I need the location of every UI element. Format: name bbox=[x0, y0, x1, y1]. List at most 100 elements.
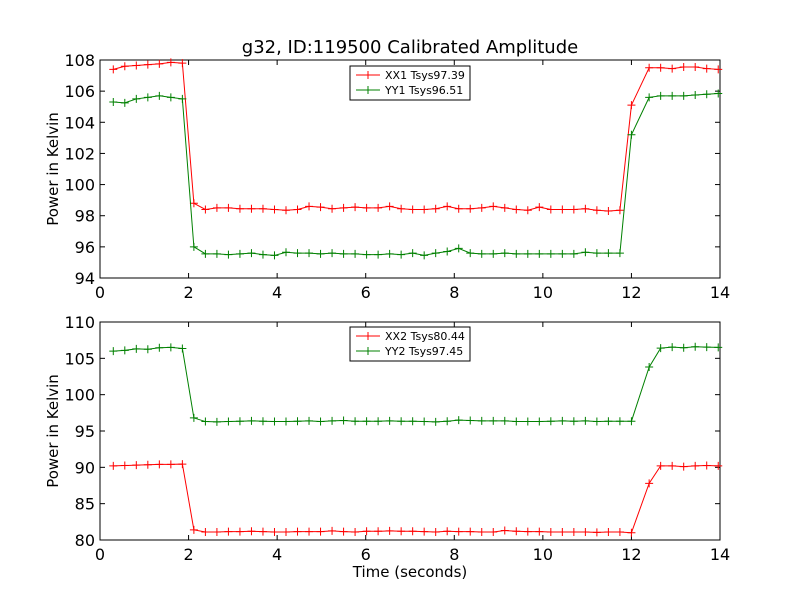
chart-title: g32, ID:119500 Calibrated Amplitude bbox=[242, 37, 578, 58]
data-point bbox=[143, 345, 152, 354]
data-point bbox=[523, 527, 532, 536]
legend-marker bbox=[364, 332, 372, 340]
axes-frame bbox=[99, 59, 721, 279]
legend-marker bbox=[364, 347, 372, 355]
data-point bbox=[454, 204, 463, 213]
data-point bbox=[420, 527, 429, 536]
data-point bbox=[305, 249, 314, 258]
data-point bbox=[212, 528, 221, 537]
legend-marker bbox=[364, 71, 372, 79]
data-point bbox=[512, 417, 521, 426]
data-point bbox=[201, 417, 210, 426]
y-tick-label: 85 bbox=[75, 495, 95, 514]
data-point bbox=[691, 342, 700, 351]
data-point bbox=[615, 206, 624, 215]
x-tick-label: 4 bbox=[272, 283, 282, 302]
data-point bbox=[235, 527, 244, 536]
data-point bbox=[385, 249, 394, 258]
data-point bbox=[443, 527, 452, 536]
data-point bbox=[645, 93, 654, 102]
data-point bbox=[201, 528, 210, 537]
data-point bbox=[293, 205, 302, 214]
x-tick-label: 10 bbox=[533, 283, 553, 302]
data-point bbox=[316, 249, 325, 258]
data-point bbox=[155, 91, 164, 100]
x-tick-label: 0 bbox=[95, 545, 105, 564]
data-point bbox=[305, 202, 314, 211]
data-point bbox=[512, 249, 521, 258]
data-point bbox=[604, 528, 613, 537]
data-point bbox=[489, 528, 498, 537]
data-point bbox=[282, 417, 290, 426]
data-point bbox=[339, 203, 348, 212]
x-tick-label: 2 bbox=[183, 545, 193, 564]
x-tick-label: 6 bbox=[361, 545, 371, 564]
data-point bbox=[512, 527, 521, 536]
data-point bbox=[645, 363, 654, 372]
y-tick-label: 94 bbox=[75, 269, 95, 288]
data-point bbox=[702, 64, 711, 73]
data-point bbox=[328, 249, 337, 258]
data-point bbox=[581, 248, 590, 257]
data-point bbox=[362, 417, 371, 426]
data-point bbox=[714, 343, 723, 352]
data-point bbox=[201, 205, 210, 214]
data-point bbox=[362, 527, 371, 536]
data-point bbox=[247, 527, 256, 536]
data-point bbox=[512, 205, 521, 214]
x-tick-label: 14 bbox=[710, 283, 730, 302]
data-point bbox=[408, 417, 417, 426]
data-point bbox=[546, 528, 555, 537]
data-point bbox=[645, 63, 654, 72]
data-point bbox=[166, 58, 175, 67]
data-point bbox=[293, 527, 302, 536]
data-point bbox=[546, 249, 555, 258]
data-point bbox=[645, 479, 654, 488]
data-point bbox=[155, 59, 164, 68]
data-point bbox=[282, 248, 290, 257]
data-point bbox=[362, 203, 371, 212]
y-tick-label: 105 bbox=[64, 349, 95, 368]
data-point bbox=[397, 250, 406, 259]
data-point bbox=[189, 199, 198, 208]
data-point bbox=[466, 249, 475, 258]
data-point bbox=[500, 416, 509, 425]
data-point bbox=[397, 204, 406, 213]
data-point bbox=[339, 416, 348, 425]
data-point bbox=[489, 202, 498, 211]
data-point bbox=[569, 205, 578, 214]
data-point bbox=[558, 205, 567, 214]
x-tick-label: 10 bbox=[533, 545, 553, 564]
data-point bbox=[293, 249, 302, 258]
data-point bbox=[351, 417, 360, 426]
data-point bbox=[500, 526, 509, 535]
data-point bbox=[293, 417, 302, 426]
data-point bbox=[408, 249, 417, 258]
data-point bbox=[189, 525, 198, 534]
data-point bbox=[454, 527, 463, 536]
data-point bbox=[592, 206, 601, 215]
data-point bbox=[604, 417, 613, 426]
data-point bbox=[443, 417, 452, 426]
data-point bbox=[546, 417, 555, 426]
y-tick-label: 95 bbox=[75, 422, 95, 441]
data-point bbox=[282, 206, 290, 215]
x-tick-label: 2 bbox=[183, 283, 193, 302]
y-tick-label: 98 bbox=[75, 207, 95, 226]
data-point bbox=[385, 526, 394, 535]
x-tick-label: 12 bbox=[621, 283, 641, 302]
data-point bbox=[523, 206, 532, 215]
data-point bbox=[691, 461, 700, 470]
data-point bbox=[212, 203, 221, 212]
data-point bbox=[132, 344, 141, 353]
data-point bbox=[305, 416, 314, 425]
data-point bbox=[627, 528, 636, 537]
data-point bbox=[714, 65, 723, 74]
y-tick-label: 108 bbox=[64, 51, 95, 70]
data-point bbox=[558, 249, 567, 258]
data-point bbox=[270, 528, 279, 537]
data-point bbox=[224, 527, 233, 536]
data-point bbox=[339, 527, 348, 536]
data-point bbox=[500, 249, 509, 258]
x-tick-label: 8 bbox=[449, 283, 459, 302]
